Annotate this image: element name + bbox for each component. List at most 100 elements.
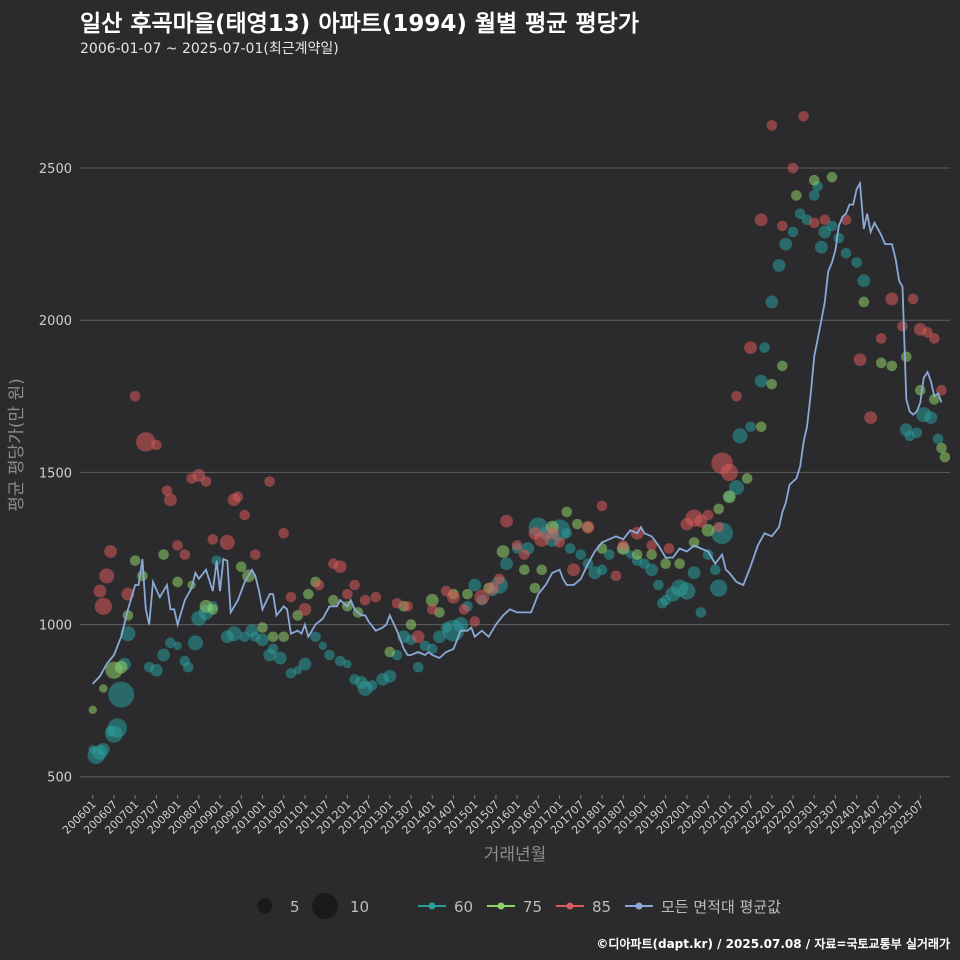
grid-lines <box>80 167 950 778</box>
scatter-point <box>370 591 382 603</box>
scatter-point <box>858 296 870 308</box>
scatter-point <box>572 518 583 530</box>
scatter-point <box>596 564 608 576</box>
scatter-point <box>779 237 793 251</box>
scatter-point <box>293 666 302 675</box>
scatter-point <box>603 549 615 560</box>
legend: 5 10 60 75 85 모든 면적대 평균값 <box>257 893 781 919</box>
scatter-point <box>359 594 371 606</box>
scatter-point <box>458 604 470 615</box>
scatter-point <box>645 563 659 577</box>
scatter-point <box>519 549 530 560</box>
scatter-point <box>96 742 110 756</box>
scatter-point <box>928 394 940 405</box>
scatter-point <box>798 111 809 122</box>
scatter-point <box>163 493 177 507</box>
scatter-point <box>922 327 933 338</box>
scatter-point <box>674 558 685 569</box>
scatter-point <box>310 631 321 643</box>
scatter-point <box>324 649 335 661</box>
scatter-point <box>219 534 235 550</box>
scatter-point <box>545 526 559 540</box>
scatter-point <box>412 661 424 673</box>
scatter-point <box>777 360 788 372</box>
scatter-point <box>129 391 141 402</box>
scatter-point <box>617 540 629 551</box>
legend-point-key <box>566 902 574 910</box>
scatter-point <box>713 521 725 533</box>
scatter-point <box>826 171 838 183</box>
scatter-point <box>256 633 269 647</box>
scatter-point <box>136 432 156 452</box>
scatter-point <box>701 523 715 537</box>
scatter-point <box>815 240 828 254</box>
scatter-point <box>94 597 112 615</box>
scatter-point <box>151 439 162 451</box>
scatter-point <box>720 463 738 481</box>
scatter-point <box>173 641 182 651</box>
scatter-point <box>405 619 417 630</box>
chart-title: 일산 후곡마을(태영13) 아파트(1994) 월별 평균 평당가 <box>80 11 639 37</box>
scatter-point <box>766 378 778 390</box>
scatter-point <box>561 506 573 518</box>
y-tick-label: 2500 <box>39 162 72 177</box>
scatter-point <box>631 549 643 560</box>
scatter-point <box>924 411 938 425</box>
scatter-point <box>534 531 550 547</box>
scatter-point <box>722 490 736 504</box>
scatter-point <box>754 213 768 227</box>
scatter-point <box>702 509 714 521</box>
legend-series-label: 모든 면적대 평균값 <box>661 898 781 916</box>
scatter-point <box>932 433 944 445</box>
scatter-point <box>678 582 696 600</box>
legend-point-key <box>497 902 505 910</box>
scatter-points <box>87 111 951 765</box>
scatter-point <box>765 295 779 309</box>
scatter-point <box>759 342 770 353</box>
scatter-point <box>745 421 756 433</box>
y-tick-label: 1500 <box>39 466 72 481</box>
scatter-point <box>257 622 268 633</box>
y-tick-labels: 500 1000 1500 2000 2500 <box>39 162 72 786</box>
scatter-point <box>564 543 576 554</box>
scatter-point <box>794 208 806 219</box>
y-tick-label: 2000 <box>39 314 72 329</box>
scatter-point <box>383 669 397 683</box>
scatter-point <box>777 220 788 232</box>
scatter-point <box>328 594 339 606</box>
legend-point-key <box>428 902 436 910</box>
scatter-point <box>453 617 469 633</box>
scatter-point <box>900 351 912 363</box>
scatter-point <box>426 604 438 615</box>
scatter-point <box>298 657 312 671</box>
scatter-point <box>808 174 820 186</box>
scatter-point <box>864 411 878 425</box>
scatter-point <box>808 190 820 201</box>
scatter-point <box>687 566 701 580</box>
scatter-point <box>384 646 396 658</box>
scatter-point <box>349 579 360 591</box>
scatter-point <box>766 120 778 131</box>
scatter-point <box>695 607 707 618</box>
scatter-point <box>165 637 176 649</box>
scatter-point <box>911 427 923 439</box>
scatter-point <box>596 500 608 512</box>
scatter-point <box>107 718 128 738</box>
source-caption: ©디아파트(dapt.kr) / 2025.07.08 / 자료=국토교통부 실… <box>596 937 950 951</box>
scatter-point <box>157 648 171 662</box>
scatter-point <box>226 626 242 642</box>
scatter-point <box>914 384 926 396</box>
scatter-point <box>772 259 786 272</box>
average-line <box>92 180 943 685</box>
scatter-point <box>754 374 768 388</box>
scatter-point <box>857 274 871 288</box>
scatter-point <box>928 333 940 344</box>
scatter-point <box>249 549 261 560</box>
scatter-point <box>826 220 838 232</box>
scatter-point <box>536 564 548 576</box>
scatter-point <box>663 543 675 554</box>
scatter-point <box>343 659 352 669</box>
scatter-point <box>808 217 820 229</box>
legend-size-label: 10 <box>350 898 369 916</box>
scatter-point <box>474 589 490 605</box>
